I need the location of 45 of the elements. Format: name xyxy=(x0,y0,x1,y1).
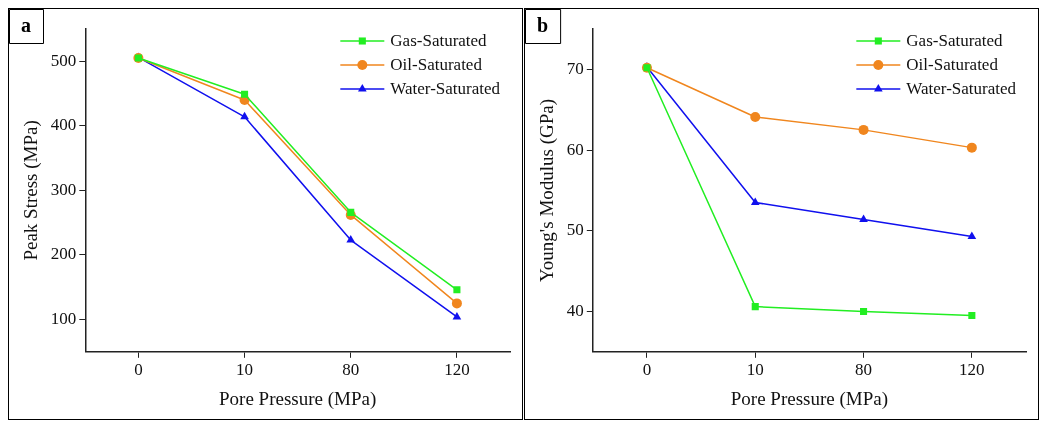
y-tick-label: 500 xyxy=(50,50,77,70)
point xyxy=(346,235,356,243)
text: b xyxy=(537,14,549,37)
legend-label: Water-Saturated xyxy=(390,79,501,99)
legend-label: Oil-Saturated xyxy=(906,55,999,75)
x-tick-label: 0 xyxy=(642,360,652,380)
point xyxy=(451,298,462,309)
y-tick-label: 50 xyxy=(566,220,584,240)
point xyxy=(453,286,461,294)
legend-label: Water-Saturated xyxy=(906,79,1017,99)
point xyxy=(966,142,977,153)
point xyxy=(241,90,249,98)
point xyxy=(968,311,976,320)
legend-label: Gas-Saturated xyxy=(906,31,1004,51)
point xyxy=(967,231,977,239)
x-tick-label: 10 xyxy=(236,360,254,380)
y-tick-label: 70 xyxy=(566,58,584,78)
x-tick-label: 10 xyxy=(746,360,764,380)
legend-label: Gas-Saturated xyxy=(390,31,488,51)
point xyxy=(347,208,355,216)
x-tick-label: 120 xyxy=(444,360,470,380)
y-axis-title: Young's Modulus (GPa) xyxy=(536,98,559,282)
x-tick-label: 80 xyxy=(855,360,873,380)
point xyxy=(750,111,761,122)
y-tick-label: 200 xyxy=(50,244,77,264)
point xyxy=(240,111,249,120)
point xyxy=(859,214,868,222)
x-tick-label: 0 xyxy=(134,360,143,380)
point xyxy=(452,311,462,320)
x-axis-title: Pore Pressure (MPa) xyxy=(219,387,377,410)
y-axis-title: Peak Stress (MPa) xyxy=(20,120,43,261)
text: a xyxy=(21,14,31,37)
point xyxy=(860,307,868,315)
y-tick-label: 100 xyxy=(50,308,77,328)
legend-label: Oil-Saturated xyxy=(390,55,483,75)
x-tick-label: 80 xyxy=(342,360,360,380)
y-tick-label: 400 xyxy=(50,115,77,135)
point xyxy=(858,124,869,135)
point xyxy=(751,303,759,311)
y-tick-label: 60 xyxy=(566,139,584,159)
y-tick-label: 40 xyxy=(566,300,584,320)
x-tick-label: 120 xyxy=(959,360,985,380)
x-axis-title: Pore Pressure (MPa) xyxy=(730,387,889,410)
point xyxy=(750,197,760,206)
y-tick-label: 300 xyxy=(50,179,77,199)
